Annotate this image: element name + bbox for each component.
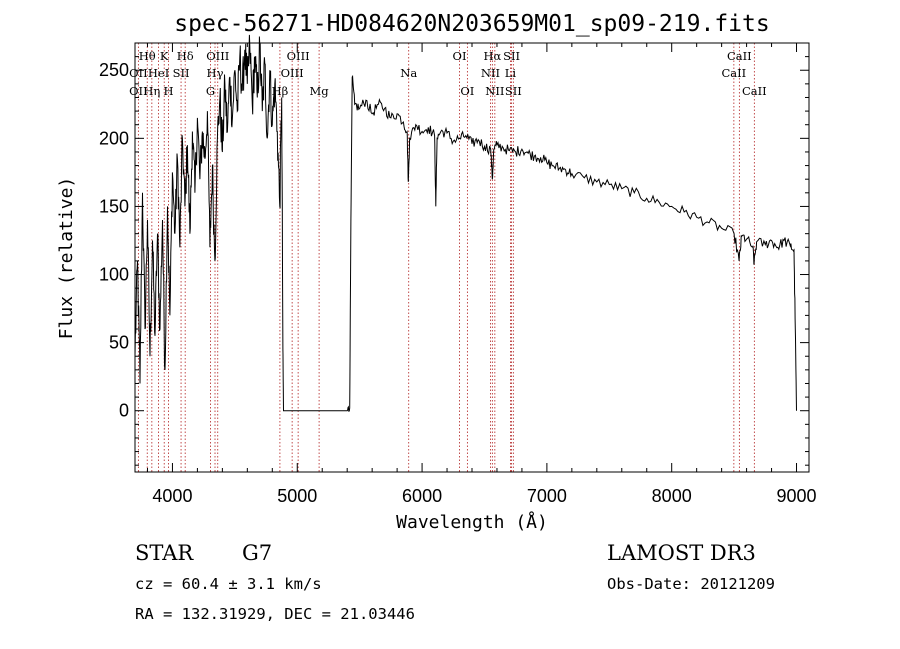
marker-label: OI	[453, 49, 467, 63]
y-axis-ticks: 0 50 100 150 200 250	[99, 56, 809, 466]
y-tick-label: 50	[109, 333, 129, 353]
coordinates: RA = 132.31929, DEC = 21.03446	[135, 605, 415, 623]
marker-label: OIII	[206, 49, 229, 63]
x-tick-label: 9000	[776, 486, 816, 506]
marker-label: CaII	[721, 66, 746, 80]
survey-name: LAMOST DR3	[607, 541, 756, 565]
marker-label: Na	[400, 66, 417, 80]
spectral-subclass: G7	[242, 541, 272, 565]
y-tick-label: 150	[99, 196, 129, 216]
marker-label: Hδ	[177, 49, 194, 63]
spectrum-series	[134, 34, 797, 412]
x-tick-label: 5000	[277, 486, 317, 506]
observation-date: Obs-Date: 20121209	[607, 575, 775, 593]
y-axis-label: Flux (relative)	[56, 177, 77, 340]
marker-label: Mg	[310, 84, 330, 98]
x-tick-label: 4000	[152, 486, 192, 506]
plot-frame	[134, 42, 810, 473]
marker-label: K	[160, 49, 169, 63]
marker-label: H	[164, 84, 174, 98]
marker-label: HeI	[148, 66, 169, 80]
marker-label: OIII	[287, 49, 310, 63]
marker-label: CaII	[742, 84, 767, 98]
marker-label: OI	[460, 84, 474, 98]
marker-label: CaII	[727, 49, 752, 63]
marker-label: NII	[485, 84, 504, 98]
x-axis-ticks: 4000 5000 6000 7000 8000 9000	[146, 43, 817, 506]
y-tick-label: 0	[119, 401, 129, 421]
y-tick-label: 250	[99, 60, 129, 80]
marker-label: Li	[505, 66, 517, 80]
marker-label: Hγ	[207, 66, 224, 80]
marker-label: Hη	[143, 84, 160, 98]
marker-label: SII	[505, 84, 522, 98]
marker-label: OIII	[281, 66, 304, 80]
marker-label: NII	[481, 66, 500, 80]
marker-label: G	[206, 84, 215, 98]
marker-label: SII	[503, 49, 520, 63]
marker-label: OII	[129, 84, 148, 98]
y-tick-label: 200	[99, 128, 129, 148]
marker-label: Hα	[483, 49, 501, 63]
x-tick-label: 6000	[402, 486, 442, 506]
marker-label: Hθ	[139, 49, 156, 63]
redshift-value: cz = 60.4 ± 3.1 km/s	[135, 575, 322, 593]
marker-label: OII	[129, 66, 148, 80]
object-class: STAR	[135, 541, 194, 565]
x-axis-label: Wavelength (Å)	[396, 511, 548, 533]
line-markers	[137, 43, 755, 472]
x-tick-label: 7000	[527, 486, 567, 506]
x-tick-label: 8000	[652, 486, 692, 506]
spectrum-line	[134, 34, 797, 412]
marker-label: SII	[173, 66, 190, 80]
chart-title: spec-56271-HD084620N203659M01_sp09-219.f…	[174, 11, 769, 37]
y-tick-label: 100	[99, 265, 129, 285]
